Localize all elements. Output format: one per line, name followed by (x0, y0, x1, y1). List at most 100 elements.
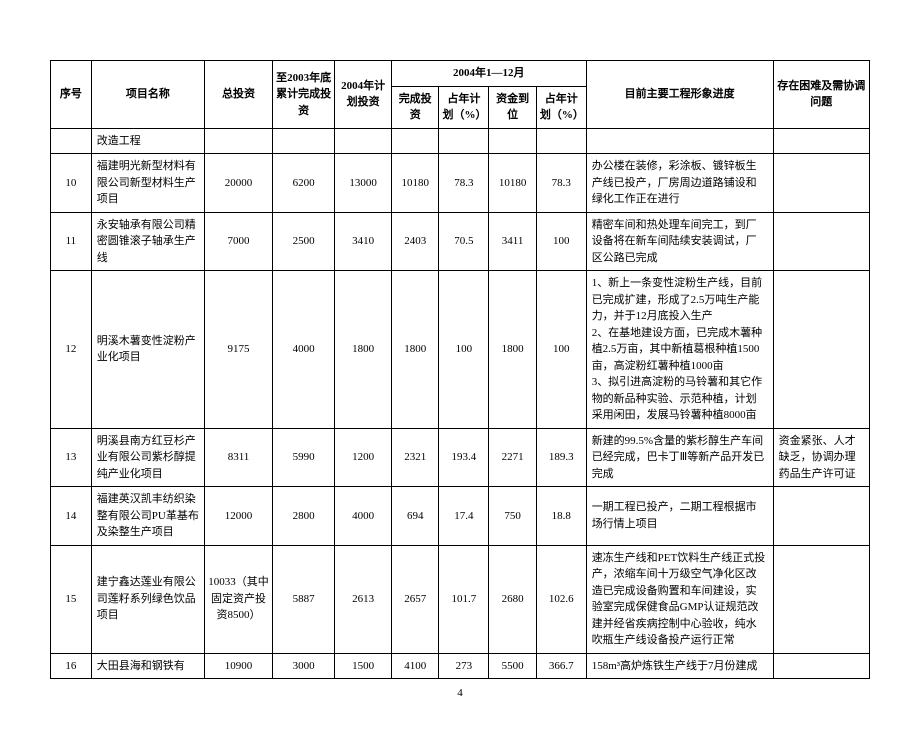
cell-plan-inv: 3410 (335, 212, 392, 271)
cell-issues: 资金紧张、人才缺乏，协调办理药品生产许可证 (773, 428, 869, 487)
table-row: 11永安轴承有限公司精密圆锥滚子轴承生产线700025003410240370.… (51, 212, 870, 271)
cell-seq: 15 (51, 545, 92, 653)
cell-issues (773, 545, 869, 653)
cell-done-inv: 10180 (391, 154, 439, 213)
cell-total-inv (205, 128, 273, 154)
cell-seq: 11 (51, 212, 92, 271)
cell-pct2: 100 (536, 212, 586, 271)
cell-seq: 14 (51, 487, 92, 546)
cell-cum-inv: 5887 (272, 545, 334, 653)
cell-done-inv: 2321 (391, 428, 439, 487)
cell-name: 明溪木薯变性淀粉产业化项目 (91, 271, 204, 429)
cell-issues (773, 128, 869, 154)
cell-done-inv: 4100 (391, 653, 439, 679)
cell-seq: 16 (51, 653, 92, 679)
cell-cum-inv: 2800 (272, 487, 334, 546)
cell-plan-inv: 2613 (335, 545, 392, 653)
cell-pct2: 102.6 (536, 545, 586, 653)
col-pct2: 占年计划（%） (536, 86, 586, 128)
cell-fund: 3411 (489, 212, 537, 271)
cell-cum-inv (272, 128, 334, 154)
col-plan-inv: 2004年计划投资 (335, 61, 392, 129)
table-row: 15建宁鑫达莲业有限公司莲籽系列绿色饮品项目10033（其中固定资产投资8500… (51, 545, 870, 653)
cell-total-inv: 8311 (205, 428, 273, 487)
cell-progress: 一期工程已投产，二期工程根据市场行情上项目 (586, 487, 773, 546)
table-header: 序号 项目名称 总投资 至2003年底累计完成投资 2004年计划投资 2004… (51, 61, 870, 129)
table-body: 改造工程10福建明光新型材料有限公司新型材料生产项目20000620013000… (51, 128, 870, 679)
cell-name: 建宁鑫达莲业有限公司莲籽系列绿色饮品项目 (91, 545, 204, 653)
table-row: 12明溪木薯变性淀粉产业化项目9175400018001800100180010… (51, 271, 870, 429)
cell-issues (773, 487, 869, 546)
cell-plan-inv: 1200 (335, 428, 392, 487)
cell-cum-inv: 6200 (272, 154, 334, 213)
cell-cum-inv: 4000 (272, 271, 334, 429)
cell-pct1: 70.5 (439, 212, 489, 271)
cell-fund: 5500 (489, 653, 537, 679)
cell-plan-inv: 13000 (335, 154, 392, 213)
cell-pct2: 100 (536, 271, 586, 429)
table-row: 改造工程 (51, 128, 870, 154)
cell-issues (773, 212, 869, 271)
col-total-inv: 总投资 (205, 61, 273, 129)
cell-done-inv: 2657 (391, 545, 439, 653)
cell-fund: 2680 (489, 545, 537, 653)
cell-fund: 10180 (489, 154, 537, 213)
col-fund: 资金到位 (489, 86, 537, 128)
cell-total-inv: 10033（其中固定资产投资8500） (205, 545, 273, 653)
cell-pct1: 100 (439, 271, 489, 429)
cell-pct1 (439, 128, 489, 154)
cell-pct1: 101.7 (439, 545, 489, 653)
col-issues: 存在困难及需协调问题 (773, 61, 869, 129)
cell-done-inv: 694 (391, 487, 439, 546)
cell-issues (773, 271, 869, 429)
cell-plan-inv: 1500 (335, 653, 392, 679)
cell-fund: 1800 (489, 271, 537, 429)
cell-total-inv: 20000 (205, 154, 273, 213)
cell-name: 福建英汉凯丰纺织染整有限公司PU革基布及染整生产项目 (91, 487, 204, 546)
col-period: 2004年1—12月 (391, 61, 586, 87)
cell-plan-inv (335, 128, 392, 154)
cell-fund: 2271 (489, 428, 537, 487)
col-pct1: 占年计划（%） (439, 86, 489, 128)
cell-done-inv: 1800 (391, 271, 439, 429)
table-row: 16大田县海和钢铁有109003000150041002735500366.71… (51, 653, 870, 679)
cell-pct2 (536, 128, 586, 154)
cell-seq: 10 (51, 154, 92, 213)
cell-progress: 新建的99.5%含量的紫杉醇生产车间已经完成，巴卡丁Ⅲ等新产品开发已完成 (586, 428, 773, 487)
cell-name: 明溪县南方红豆杉产业有限公司紫杉醇提纯产业化项目 (91, 428, 204, 487)
cell-seq: 13 (51, 428, 92, 487)
cell-total-inv: 10900 (205, 653, 273, 679)
cell-name: 永安轴承有限公司精密圆锥滚子轴承生产线 (91, 212, 204, 271)
cell-issues (773, 653, 869, 679)
cell-pct2: 189.3 (536, 428, 586, 487)
col-progress: 目前主要工程形象进度 (586, 61, 773, 129)
cell-progress: 158m³高炉炼铁生产线于7月份建成 (586, 653, 773, 679)
cell-total-inv: 7000 (205, 212, 273, 271)
cell-name: 福建明光新型材料有限公司新型材料生产项目 (91, 154, 204, 213)
cell-cum-inv: 3000 (272, 653, 334, 679)
cell-plan-inv: 1800 (335, 271, 392, 429)
cell-cum-inv: 2500 (272, 212, 334, 271)
col-done-inv: 完成投资 (391, 86, 439, 128)
col-name: 项目名称 (91, 61, 204, 129)
cell-seq (51, 128, 92, 154)
cell-total-inv: 12000 (205, 487, 273, 546)
cell-plan-inv: 4000 (335, 487, 392, 546)
cell-total-inv: 9175 (205, 271, 273, 429)
cell-fund (489, 128, 537, 154)
cell-pct1: 78.3 (439, 154, 489, 213)
col-seq: 序号 (51, 61, 92, 129)
investment-table: 序号 项目名称 总投资 至2003年底累计完成投资 2004年计划投资 2004… (50, 60, 870, 679)
cell-progress: 精密车间和热处理车间完工，到厂设备将在新车间陆续安装调试，厂区公路已完成 (586, 212, 773, 271)
cell-name: 改造工程 (91, 128, 204, 154)
cell-progress: 办公楼在装修，彩涂板、镀锌板生产线已投产，厂房周边道路铺设和绿化工作正在进行 (586, 154, 773, 213)
cell-pct2: 78.3 (536, 154, 586, 213)
cell-issues (773, 154, 869, 213)
cell-pct1: 273 (439, 653, 489, 679)
cell-seq: 12 (51, 271, 92, 429)
cell-pct1: 193.4 (439, 428, 489, 487)
cell-pct2: 18.8 (536, 487, 586, 546)
cell-progress: 速冻生产线和PET饮料生产线正式投产，浓缩车间十万级空气净化区改造已完成设备购置… (586, 545, 773, 653)
table-row: 10福建明光新型材料有限公司新型材料生产项目200006200130001018… (51, 154, 870, 213)
cell-pct2: 366.7 (536, 653, 586, 679)
